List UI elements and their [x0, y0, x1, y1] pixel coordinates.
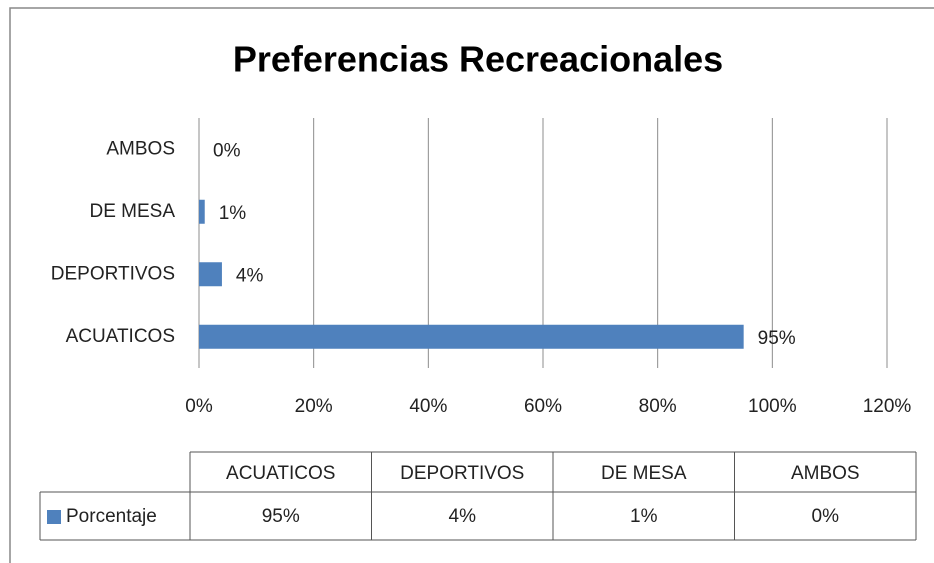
x-tick-label: 20% — [295, 396, 333, 417]
y-tick-label: AMBOS — [106, 138, 175, 159]
x-tick-label: 0% — [185, 396, 213, 417]
legend-label: Porcentaje — [66, 506, 157, 527]
data-label: 4% — [236, 265, 264, 286]
legend-key — [47, 510, 61, 524]
x-tick-label: 100% — [748, 396, 797, 417]
chart-frame — [9, 7, 934, 563]
table-cell: 1% — [630, 506, 658, 527]
x-tick-label: 120% — [863, 396, 912, 417]
bar — [199, 199, 205, 224]
y-tick-label: DEPORTIVOS — [51, 263, 175, 284]
chart-title: Preferencias Recreacionales — [233, 39, 723, 80]
data-label: 95% — [758, 328, 796, 349]
data-label: 1% — [219, 203, 247, 224]
table-cell: 4% — [449, 506, 477, 527]
x-tick-label: 40% — [409, 396, 447, 417]
x-tick-label: 80% — [639, 396, 677, 417]
y-tick-label: ACUATICOS — [66, 326, 175, 347]
bar — [199, 262, 222, 287]
bar — [199, 324, 744, 349]
table-header: AMBOS — [791, 463, 860, 484]
data-label: 0% — [213, 140, 241, 161]
table-header: DE MESA — [601, 463, 687, 484]
table-cell: 95% — [262, 506, 300, 527]
y-tick-label: DE MESA — [89, 201, 175, 222]
table-header: ACUATICOS — [226, 463, 335, 484]
x-tick-label: 60% — [524, 396, 562, 417]
table-cell: 0% — [812, 506, 840, 527]
table-header: DEPORTIVOS — [400, 463, 524, 484]
